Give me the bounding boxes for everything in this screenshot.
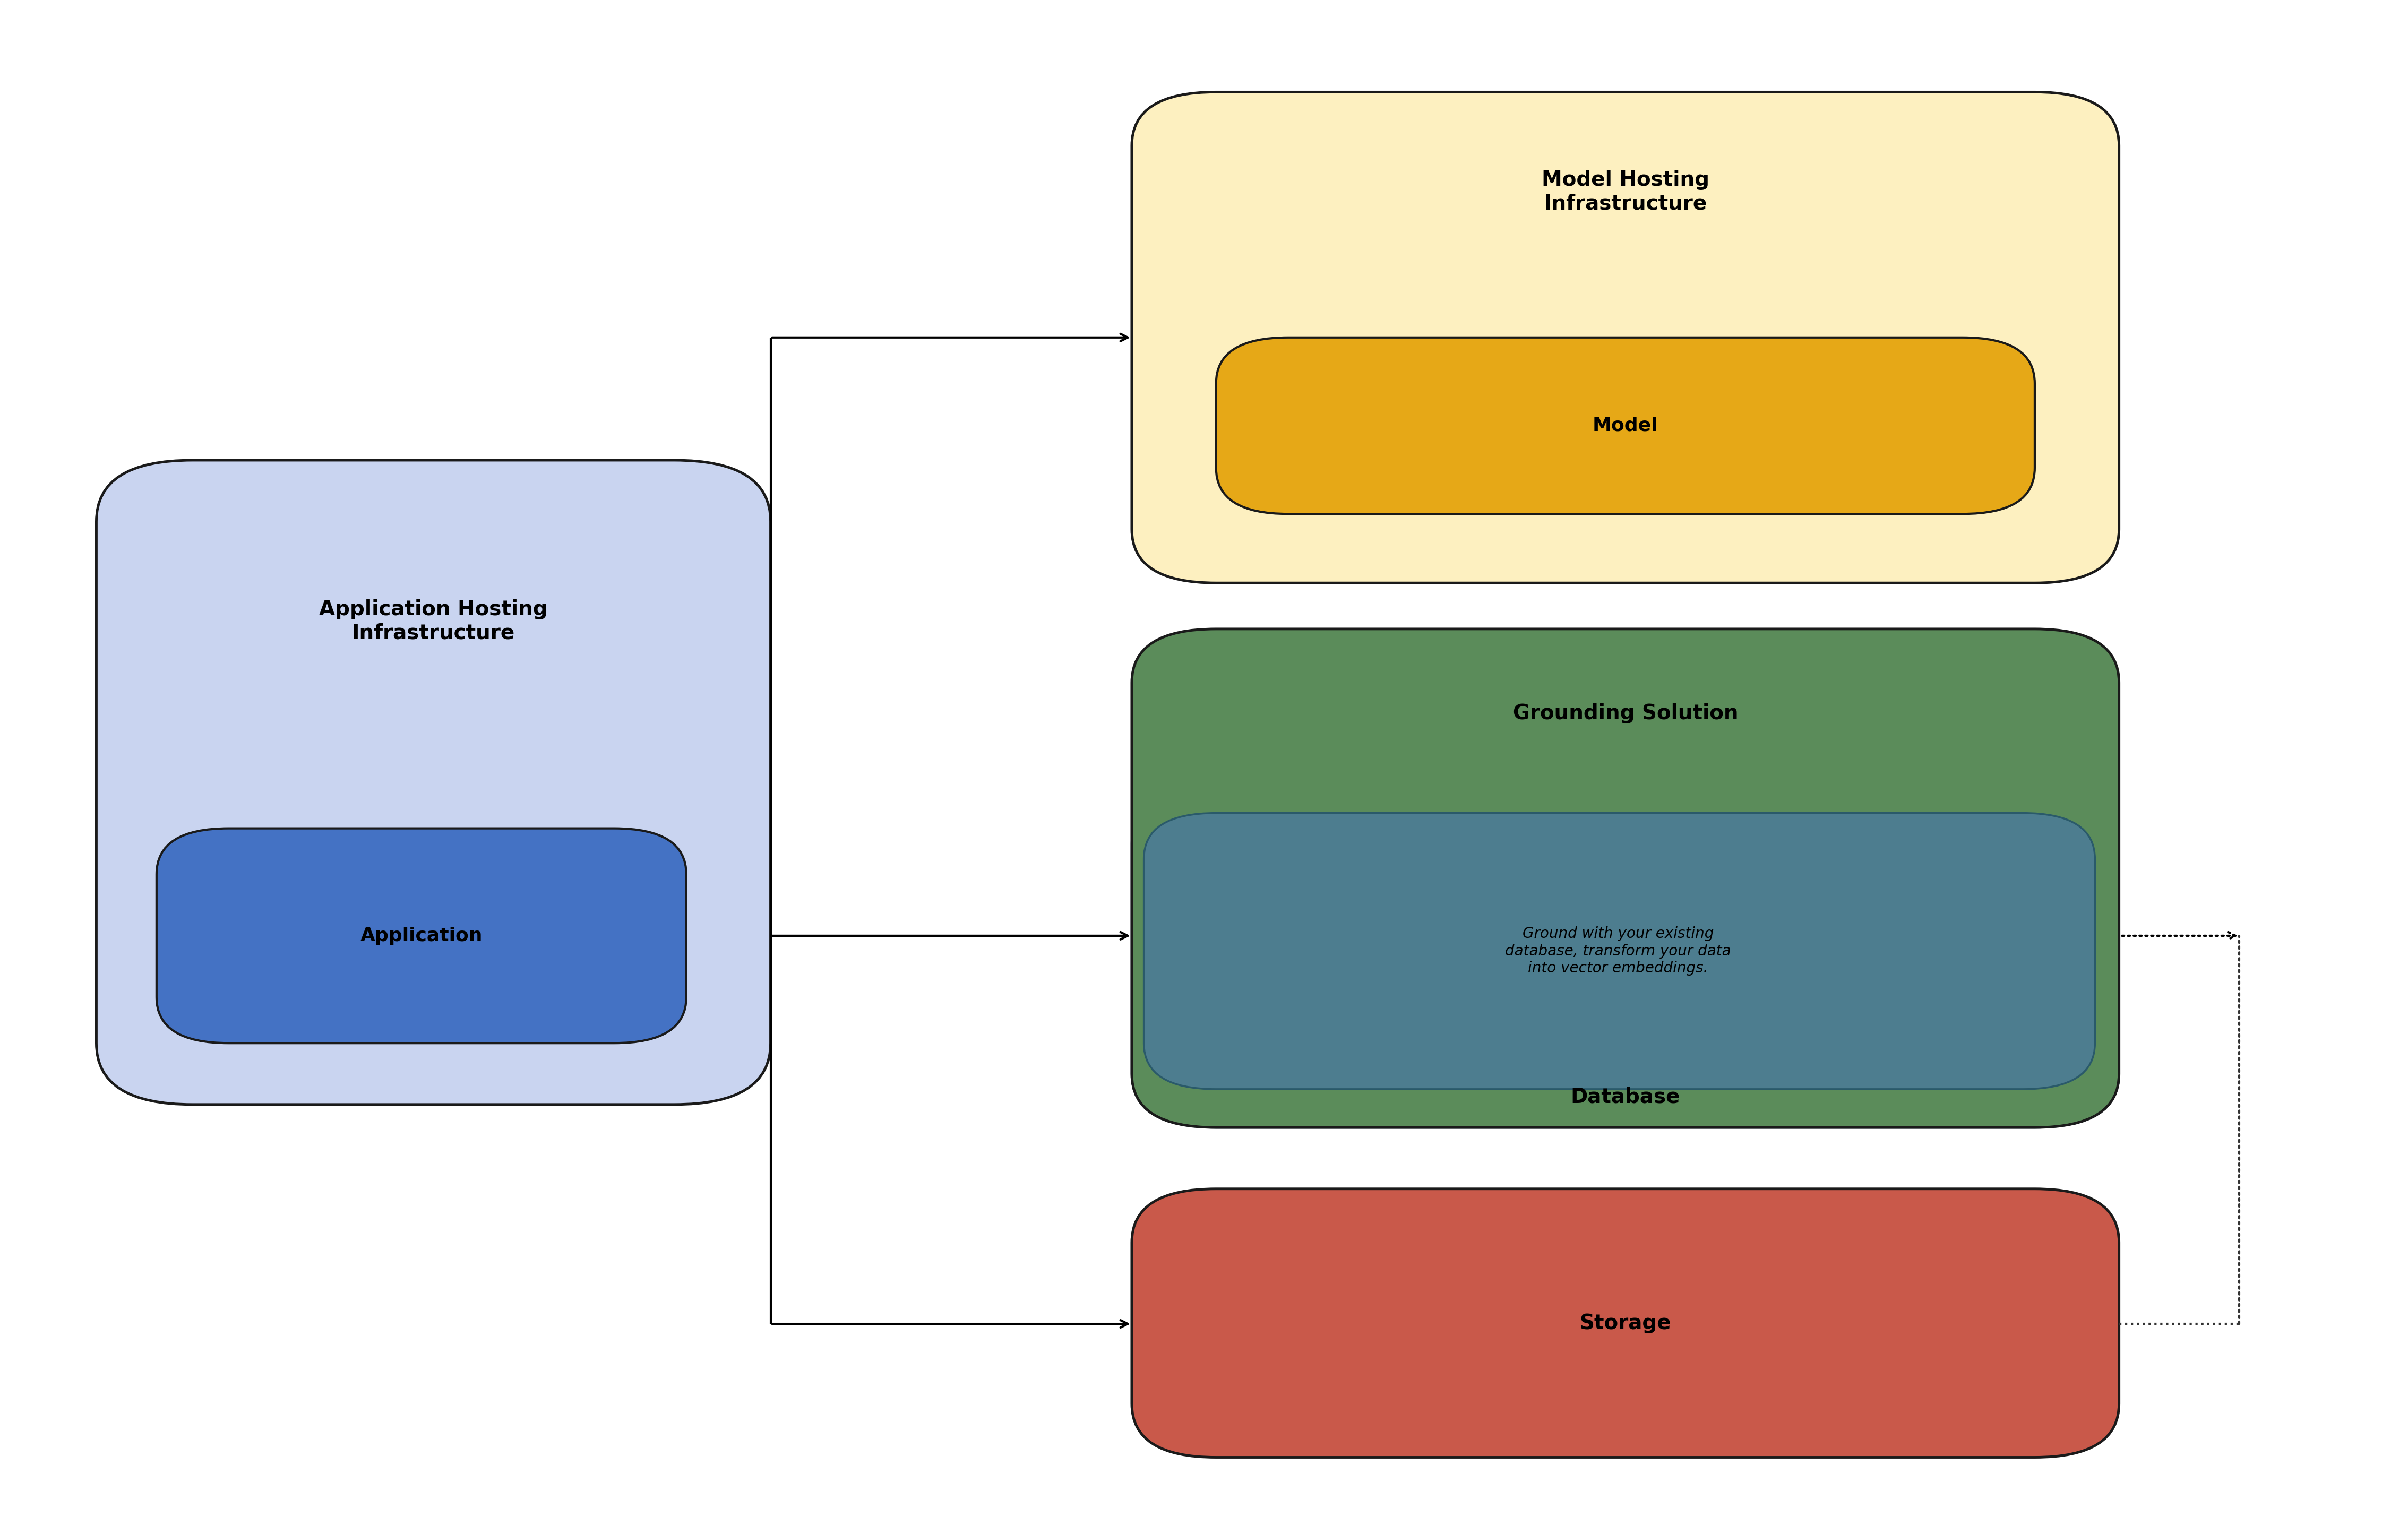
Text: Application: Application: [361, 927, 482, 945]
FancyBboxPatch shape: [1132, 629, 2119, 1127]
FancyBboxPatch shape: [96, 460, 771, 1104]
Text: Database: Database: [1570, 1086, 1681, 1108]
FancyBboxPatch shape: [1132, 92, 2119, 583]
Text: Model Hosting
Infrastructure: Model Hosting Infrastructure: [1541, 170, 1710, 213]
FancyBboxPatch shape: [157, 828, 686, 1043]
Text: Application Hosting
Infrastructure: Application Hosting Infrastructure: [320, 600, 547, 643]
Text: Model: Model: [1592, 417, 1659, 434]
Text: Storage: Storage: [1580, 1313, 1671, 1333]
Text: Grounding Solution: Grounding Solution: [1512, 703, 1739, 724]
Text: Ground with your existing
database, transform your data
into vector embeddings.: Ground with your existing database, tran…: [1505, 927, 1731, 976]
FancyBboxPatch shape: [1144, 813, 2095, 1089]
FancyBboxPatch shape: [1132, 1189, 2119, 1457]
FancyBboxPatch shape: [1216, 337, 2035, 514]
FancyBboxPatch shape: [1132, 790, 2119, 1127]
